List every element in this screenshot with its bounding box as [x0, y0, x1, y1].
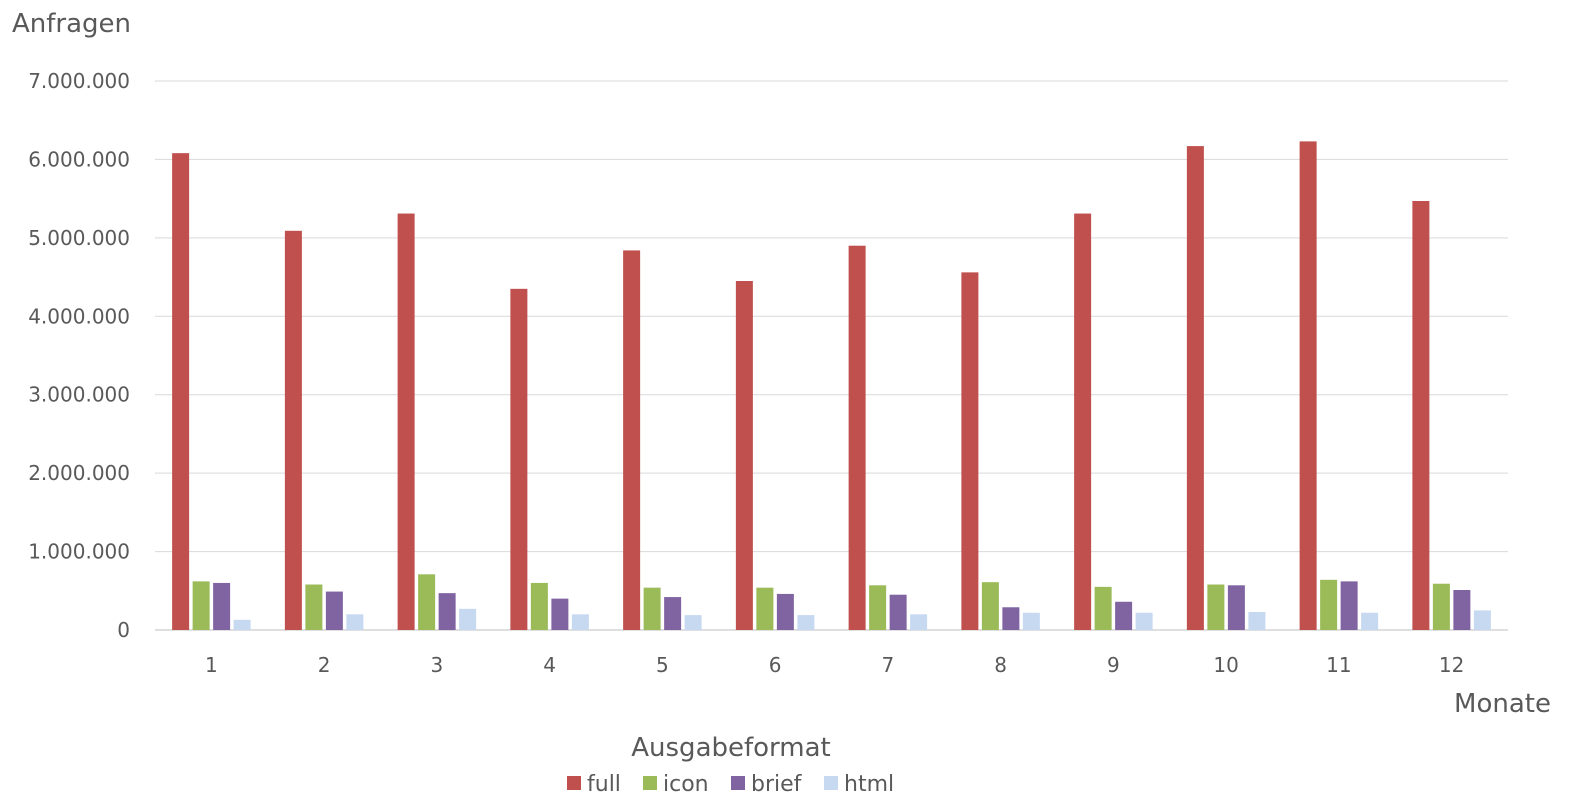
y-tick-label: 7.000.000 [28, 69, 130, 93]
bar-html [1022, 612, 1040, 630]
bar-html [1473, 610, 1491, 630]
x-tick-label: 3 [431, 653, 444, 677]
legend-label-icon: icon [663, 772, 709, 797]
legend-swatch-brief [731, 776, 745, 790]
y-tick-label: 5.000.000 [28, 226, 130, 250]
bar-brief [213, 582, 231, 630]
bar-brief [889, 594, 907, 630]
bar-full [1074, 213, 1092, 630]
bar-brief [551, 598, 569, 630]
gridlines [155, 80, 1508, 631]
bar-html [459, 608, 477, 630]
bar-html [1248, 611, 1266, 630]
x-tick-label: 2 [318, 653, 331, 677]
y-tick-label: 3.000.000 [28, 383, 130, 407]
bar-full [284, 230, 302, 630]
bar-brief [1453, 590, 1471, 630]
bar-html [571, 614, 589, 630]
x-tick-label: 8 [994, 653, 1007, 677]
bar-html [910, 614, 928, 630]
legend-swatch-icon [643, 776, 657, 790]
legend-label-html: html [844, 772, 894, 797]
y-axis-title: Anfragen [12, 9, 131, 39]
bar-icon [869, 585, 887, 630]
bar-icon [305, 584, 323, 630]
bar-full [1412, 200, 1430, 630]
bar-full [961, 272, 979, 630]
x-tick-label: 11 [1326, 653, 1351, 677]
bar-icon [981, 582, 999, 630]
bar-full [510, 288, 528, 630]
bar-brief [1115, 601, 1133, 630]
y-axis-ticks: 0 1.000.000 2.000.000 3.000.000 4.000.000 5.0… [28, 69, 130, 642]
bar-brief [1227, 585, 1245, 630]
y-tick-label: 2.000.000 [28, 461, 130, 485]
x-tick-label: 9 [1107, 653, 1120, 677]
bar-full [1299, 141, 1317, 630]
bar-icon [418, 574, 436, 630]
bar-brief [776, 593, 794, 630]
y-tick-label: 1.000.000 [28, 540, 130, 564]
x-tick-label: 7 [882, 653, 895, 677]
x-tick-label: 4 [543, 653, 556, 677]
bar-full [397, 213, 415, 630]
bar-brief [1340, 581, 1358, 630]
bar-full [1186, 146, 1204, 631]
x-axis-title: Monate [1454, 689, 1551, 719]
x-tick-label: 10 [1213, 653, 1238, 677]
x-tick-label: 5 [656, 653, 669, 677]
bar-brief [664, 597, 682, 630]
legend-label-full: full [587, 772, 621, 797]
bar-full [172, 153, 190, 630]
legend-title: Ausgabeformat [631, 733, 831, 763]
bar-brief [1002, 607, 1020, 630]
bar-icon [1207, 584, 1225, 630]
bar-icon [1432, 583, 1450, 630]
bars [172, 141, 1491, 631]
x-tick-label: 1 [205, 653, 218, 677]
bar-icon [530, 582, 548, 630]
bar-full [623, 250, 641, 631]
bar-icon [643, 587, 661, 630]
bar-html [1135, 612, 1153, 630]
legend: full icon brief html [567, 772, 894, 797]
bar-html [233, 619, 251, 630]
y-tick-label: 6.000.000 [28, 147, 130, 171]
bar-html [684, 615, 702, 630]
bar-icon [192, 581, 210, 630]
bar-html [797, 615, 815, 630]
bar-brief [438, 593, 456, 630]
bar-html [346, 614, 364, 630]
bar-icon [1320, 579, 1338, 630]
bar-brief [325, 591, 343, 630]
y-tick-label: 4.000.000 [28, 304, 130, 328]
bar-full [735, 280, 753, 630]
x-tick-label: 12 [1439, 653, 1464, 677]
x-axis-ticks: 1 2 3 4 5 6 7 8 9 10 11 12 [205, 653, 1464, 677]
bar-icon [756, 587, 774, 630]
legend-label-brief: brief [751, 772, 803, 797]
x-tick-label: 6 [769, 653, 782, 677]
bar-icon [1094, 586, 1112, 630]
legend-swatch-full [567, 776, 581, 790]
bar-full [848, 245, 866, 630]
legend-swatch-html [824, 776, 838, 790]
y-tick-label: 0 [117, 618, 130, 642]
bar-html [1361, 612, 1379, 630]
